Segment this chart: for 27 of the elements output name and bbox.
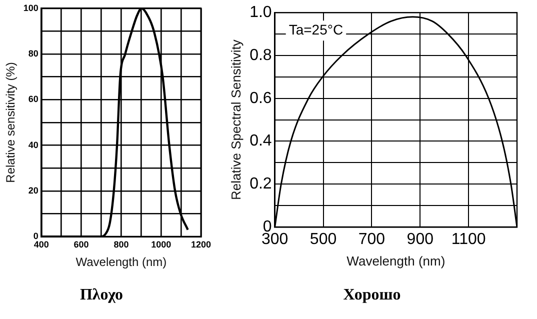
y-tick-label: 0.4 [250,132,272,150]
x-tick-label: 1000 [151,239,172,250]
y-tick-label: 1.0 [250,4,272,22]
y-tick-label: 60 [28,94,38,104]
y-tick-label: 20 [28,185,38,196]
x-tick-label: 1100 [451,231,486,248]
y-tick-label: 40 [28,140,38,150]
x-axis-title: Wavelength (nm) [346,254,446,269]
x-tick-label: 1200 [190,239,212,250]
y-tick-label: 80 [28,48,38,59]
x-tick-label: 400 [34,239,49,250]
text: Πλοχο [80,286,124,304]
y-tick-label: 0.8 [250,46,272,64]
x-tick-label: 700 [358,231,386,248]
y-axis-title: Relative Spectral Sensitivity [228,39,244,200]
y-axis-title: Relative sensitivity (%) [4,62,18,183]
x-tick-label: 800 [114,239,129,250]
y-tick-label: 0 [33,231,38,242]
text: Хорошо [343,286,401,304]
annotation: Ta=25°C [288,21,344,38]
y-tick-label: 100 [23,2,38,13]
x-tick-label: 500 [310,231,337,248]
x-tick-label: 600 [74,239,89,250]
y-tick-label: 0.2 [250,176,272,193]
x-tick-label: 900 [406,231,434,248]
y-tick-label: 0.6 [250,90,272,107]
x-axis-title: Wavelength (nm) [76,254,167,269]
